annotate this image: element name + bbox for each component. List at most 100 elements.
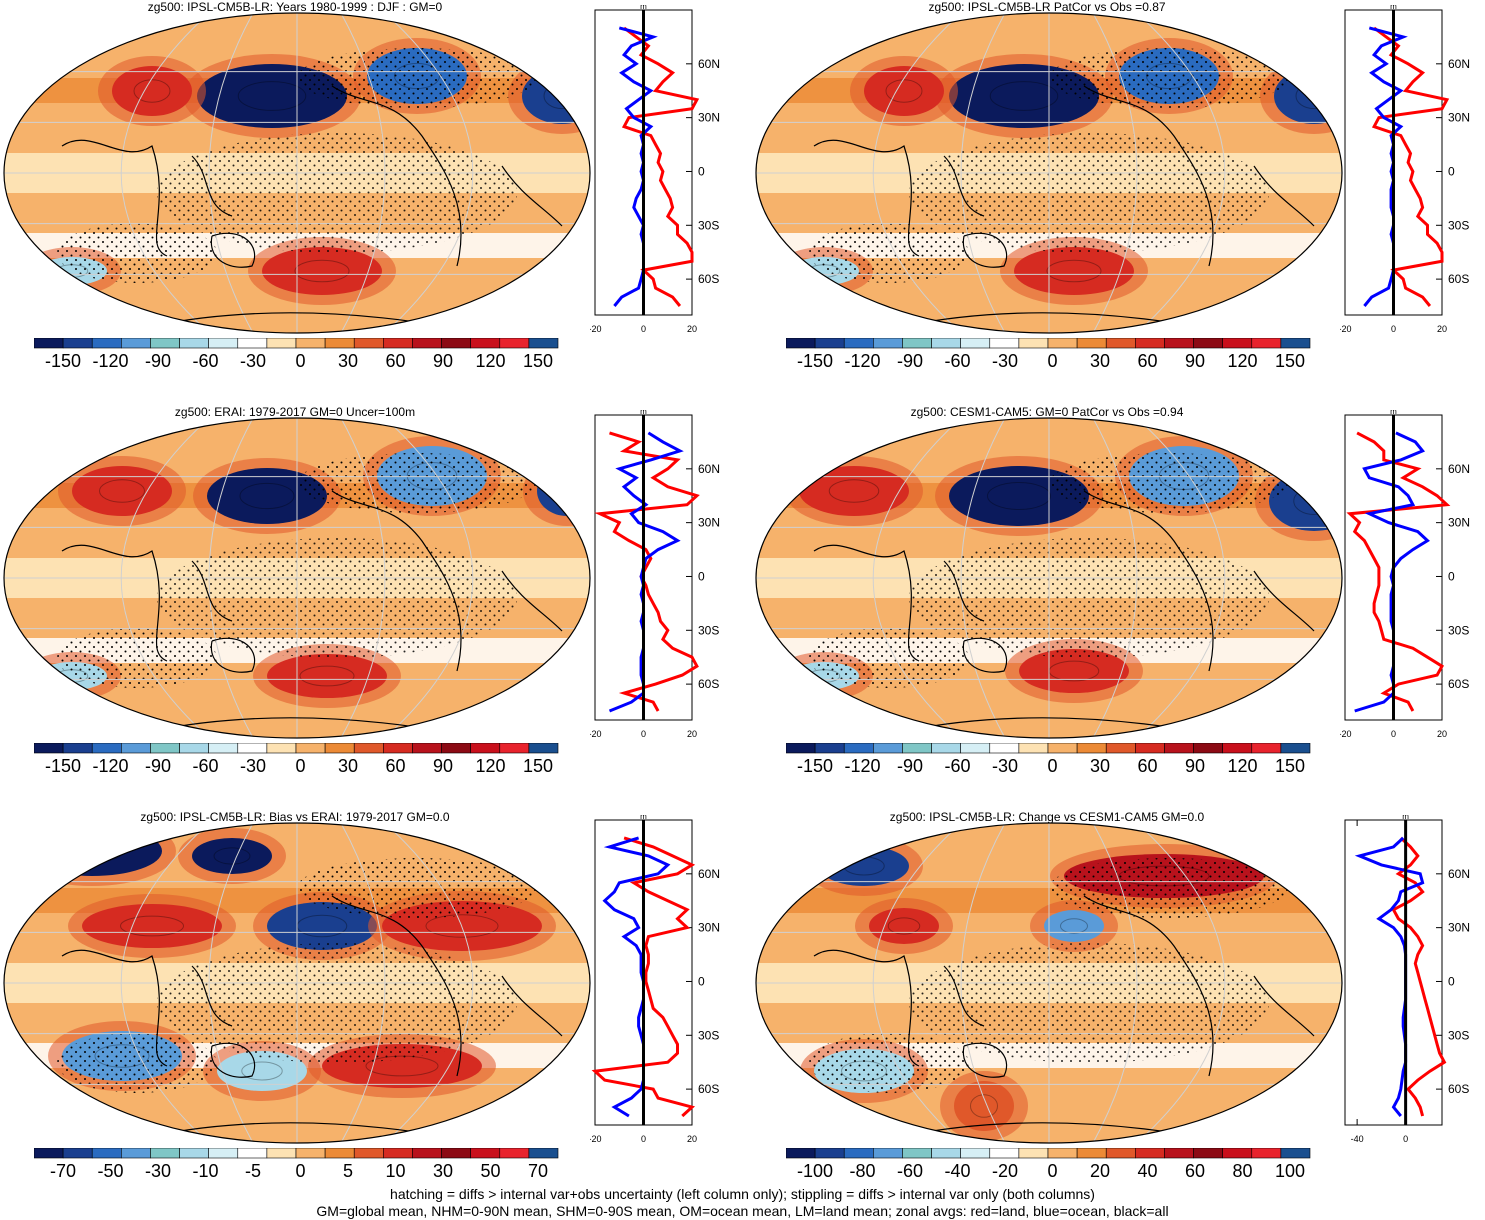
field-core bbox=[887, 917, 921, 935]
longitude-line bbox=[340, 13, 386, 333]
colorbar-swatch bbox=[1280, 743, 1311, 754]
stippling bbox=[297, 858, 537, 918]
colorbar-swatch bbox=[1076, 1148, 1107, 1159]
profile-ocean-line bbox=[613, 26, 658, 307]
longitude-line bbox=[1092, 418, 1138, 738]
coastline bbox=[1253, 165, 1315, 227]
colorbar-label: -30 bbox=[239, 756, 267, 776]
coastline bbox=[962, 232, 1008, 268]
colorbar-swatch bbox=[1105, 743, 1136, 754]
colorbar-swatch bbox=[121, 743, 151, 754]
stippling bbox=[909, 133, 1269, 253]
colorbar-swatch bbox=[295, 338, 326, 349]
colorbar-swatch bbox=[1018, 743, 1049, 754]
colorbar-swatch bbox=[324, 743, 355, 754]
y-tick-label: 0 bbox=[1448, 569, 1455, 583]
colorbar-label: -20 bbox=[991, 1161, 1019, 1181]
stippling bbox=[909, 538, 1269, 658]
y-tick-label: 0 bbox=[698, 164, 705, 178]
field-core bbox=[885, 79, 923, 103]
longitude-line bbox=[120, 418, 210, 738]
colorbar-swatch bbox=[814, 338, 845, 349]
coastline bbox=[1083, 490, 1214, 672]
colorbar-label: -30 bbox=[144, 1161, 172, 1181]
colorbar-swatch bbox=[931, 1148, 961, 1159]
stippling bbox=[57, 628, 217, 688]
colorbar-label: 30 bbox=[337, 756, 359, 776]
colorbar-swatch bbox=[499, 338, 530, 349]
colorbar-swatch bbox=[1222, 743, 1253, 754]
colorbar-label: 60 bbox=[385, 351, 406, 371]
panel-title: zg500: ERAI: 1979-2017 GM=0 Uncer=100m bbox=[174, 405, 416, 419]
robinson-map bbox=[3, 417, 591, 739]
x-tick-label: -20 bbox=[1340, 324, 1352, 334]
colorbar-label: -60 bbox=[944, 351, 971, 371]
colorbar-label: 120 bbox=[475, 756, 506, 776]
stippling bbox=[157, 943, 517, 1063]
colorbar-label: 60 bbox=[385, 756, 406, 776]
profile-land-line bbox=[594, 431, 700, 712]
colorbar-label: 0 bbox=[1047, 756, 1058, 776]
y-tick-label: 30S bbox=[698, 1028, 719, 1042]
y-tick-label: 30N bbox=[698, 921, 720, 935]
colorbar-swatch bbox=[34, 743, 64, 754]
y-tick-label: 30S bbox=[698, 623, 719, 637]
y-tick-label: 60N bbox=[698, 867, 720, 881]
colorbar-swatch bbox=[1164, 338, 1194, 349]
longitude-line bbox=[872, 13, 962, 333]
colorbar-label: 150 bbox=[1274, 756, 1306, 776]
field-core bbox=[970, 1094, 998, 1118]
map-outline bbox=[755, 822, 1343, 1144]
colorbar-swatch bbox=[1018, 338, 1049, 349]
colorbar-swatch bbox=[295, 1148, 326, 1159]
colorbar-swatch bbox=[786, 743, 816, 754]
colorbar-swatch bbox=[902, 743, 932, 754]
colorbar-swatch bbox=[324, 338, 355, 349]
zonal-average-profile: m -20 0 20 60N 30N 0 30S 60S bbox=[1340, 5, 1470, 334]
stippling bbox=[1049, 453, 1289, 513]
colorbar-swatch bbox=[1222, 338, 1253, 349]
colorbar-swatch bbox=[814, 1148, 845, 1159]
map-outline bbox=[3, 417, 591, 739]
coastline bbox=[331, 490, 462, 672]
colorbar-swatch bbox=[1251, 1148, 1282, 1159]
colorbar-label: -150 bbox=[44, 351, 82, 371]
colorbar-swatch bbox=[470, 743, 501, 754]
colorbar-swatch bbox=[843, 1148, 874, 1159]
y-tick-label: 60S bbox=[698, 1082, 719, 1096]
coastline bbox=[1253, 570, 1315, 632]
colorbar-swatch bbox=[237, 338, 268, 349]
colorbar-swatch bbox=[353, 338, 384, 349]
coastline bbox=[191, 560, 233, 622]
colorbar-swatch bbox=[383, 1148, 413, 1159]
field-core bbox=[553, 479, 581, 503]
colorbar-swatch bbox=[1135, 1148, 1165, 1159]
colorbar-swatch bbox=[470, 1148, 501, 1159]
colorbar-label: -10 bbox=[192, 1161, 219, 1181]
colorbar-swatch bbox=[1135, 743, 1165, 754]
longitude-line bbox=[208, 418, 254, 738]
colorbar-label: -70 bbox=[49, 1161, 77, 1181]
coastline bbox=[151, 312, 443, 327]
y-tick-label: 30S bbox=[1448, 1028, 1469, 1042]
x-tick-label: 20 bbox=[1437, 729, 1447, 739]
colorbar-swatch bbox=[237, 743, 268, 754]
longitude-line bbox=[340, 823, 386, 1143]
colorbar-swatch bbox=[179, 743, 209, 754]
colorbar-swatch bbox=[208, 338, 239, 349]
coastline bbox=[331, 895, 462, 1077]
y-tick-label: 60N bbox=[1448, 57, 1470, 71]
colorbar-swatch bbox=[383, 338, 413, 349]
coastline bbox=[61, 544, 168, 662]
colorbar-swatch bbox=[528, 743, 559, 754]
profile-land-line bbox=[621, 26, 700, 307]
longitude-line bbox=[960, 13, 1006, 333]
footer-note-1: hatching = diffs > internal var+obs unce… bbox=[390, 1186, 1095, 1202]
stippling bbox=[809, 1033, 969, 1093]
colorbar-swatch bbox=[902, 338, 932, 349]
map-outline bbox=[755, 417, 1343, 739]
longitude-line bbox=[340, 418, 386, 738]
coastline bbox=[191, 965, 233, 1027]
colorbar-label: -60 bbox=[944, 756, 971, 776]
field-core bbox=[239, 482, 295, 510]
